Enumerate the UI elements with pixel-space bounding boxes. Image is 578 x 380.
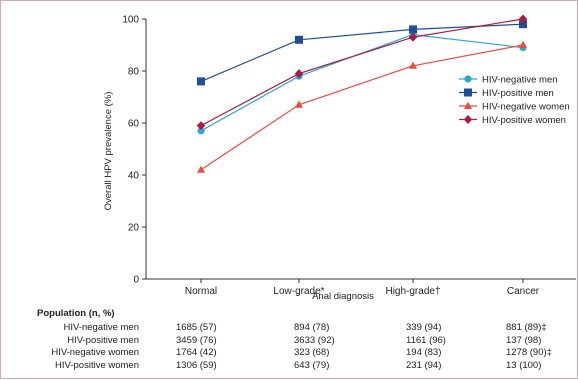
population-cell: 13 (100) — [506, 359, 542, 371]
data-point — [408, 32, 418, 42]
population-cell: 194 (83) — [406, 347, 442, 358]
legend-entry: HIV-negative women — [482, 102, 570, 113]
y-tick-label: 40 — [128, 171, 140, 182]
population-row-label: HIV-negative men — [63, 322, 139, 333]
data-point — [409, 61, 417, 69]
population-cell: 881 (89)‡ — [506, 322, 547, 333]
series-line — [200, 18, 524, 127]
legend-entry: HIV-positive women — [482, 115, 566, 126]
population-cell: 894 (78) — [294, 322, 330, 333]
data-point — [196, 121, 206, 131]
data-point — [518, 14, 528, 24]
x-tick-label: High-grade† — [385, 286, 440, 297]
legend-marker — [464, 75, 472, 83]
data-point — [197, 77, 205, 86]
series-hiv-positive-men — [197, 20, 527, 86]
data-point — [197, 165, 205, 173]
data-point — [295, 35, 303, 44]
population-cell: 1764 (42) — [176, 347, 217, 358]
y-tick-label: 60 — [128, 119, 140, 130]
series-line — [200, 23, 524, 82]
y-tick-label: 100 — [122, 15, 139, 26]
population-table-header: Population (n, %) — [1, 308, 578, 320]
legend: HIV-negative men HIV-positive men HIV-nega… — [459, 75, 570, 126]
series-layer — [196, 14, 528, 173]
population-table-row: HIV-negative men 1685 (57) 894 (78) 339 (94… — [1, 322, 578, 334]
population-cell: 3459 (76) — [176, 334, 217, 346]
data-point — [294, 69, 304, 79]
legend-marker — [463, 115, 473, 124]
data-point — [197, 127, 205, 135]
population-row-label: HIV-positive women — [55, 359, 139, 371]
population-cell: 137 (98) — [506, 334, 542, 346]
x-axis-label: Anal diagnosis — [312, 291, 374, 302]
population-row-label: HIV-positive men — [67, 334, 139, 346]
population-table-title: Population (n, %) — [37, 308, 115, 319]
population-cell: 3633 (92) — [294, 334, 335, 346]
series-hiv-negative-women — [197, 40, 527, 173]
plot-area: 0 20 40 60 80 100 Normal Low-grade* High-grade† C… — [122, 15, 576, 297]
population-cell: 339 (94) — [406, 322, 442, 333]
data-point — [519, 20, 527, 29]
population-cell: 643 (79) — [294, 359, 330, 371]
x-tick-label: Low-grade* — [273, 286, 324, 297]
data-point — [519, 40, 527, 48]
data-point — [295, 100, 303, 108]
population-cell: 1278 (90)‡ — [506, 347, 552, 358]
population-table-row: HIV-positive men 3459 (76) 3633 (92) 1161 (… — [1, 335, 578, 347]
population-table-row: HIV-negative women 1764 (42) 323 (68) 194 (… — [1, 347, 578, 359]
y-tick-label: 0 — [133, 275, 139, 286]
population-row-label: HIV-negative women — [51, 347, 139, 358]
x-tick-label: Normal — [185, 286, 217, 297]
y-tick-label: 80 — [128, 67, 140, 78]
series-hiv-positive-women — [196, 14, 528, 131]
legend-entry: HIV-negative men — [482, 75, 558, 86]
legend-entry: HIV-positive men — [482, 88, 554, 99]
legend-marker — [464, 101, 472, 109]
legend-marker — [464, 88, 472, 97]
y-tick-label: 20 — [128, 223, 140, 234]
population-cell: 323 (68) — [294, 347, 330, 358]
data-point — [409, 25, 417, 34]
population-cell: 1306 (59) — [176, 359, 217, 371]
population-cell: 231 (94) — [406, 359, 442, 371]
x-tick-label: Cancer — [507, 286, 540, 297]
population-table-row: HIV-positive women 1306 (59) 643 (79) 231 (… — [1, 360, 578, 372]
series-line — [200, 44, 524, 171]
population-cell: 1685 (57) — [176, 322, 217, 333]
population-cell: 1161 (96) — [406, 334, 446, 346]
y-axis-label: Overall HPV prevalence (%) — [103, 92, 114, 211]
